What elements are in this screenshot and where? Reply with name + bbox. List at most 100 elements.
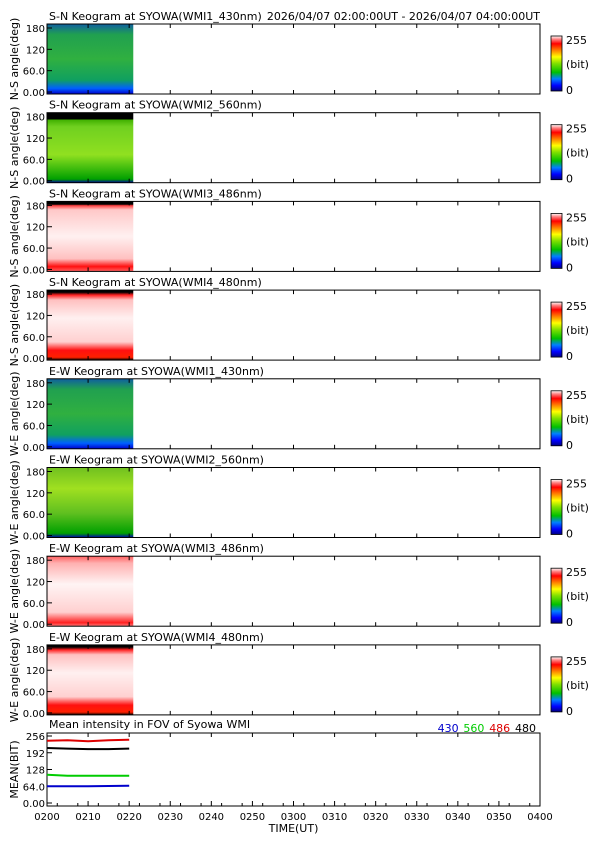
y-tick-label: 60.0 xyxy=(23,333,45,344)
keogram-image xyxy=(47,112,134,183)
series-line-486 xyxy=(46,738,130,743)
y-axis-label: MEAN(BIT) xyxy=(8,740,21,798)
colorbar-min: 0 xyxy=(566,616,573,629)
y-tick-label: 0.00 xyxy=(23,532,45,543)
y-tick-label: 0.00 xyxy=(23,177,45,188)
panel-title: S-N Keogram at SYOWA(WMI2_560nm) xyxy=(49,99,262,112)
colorbar-max: 255 xyxy=(566,34,587,47)
colorbar-min: 0 xyxy=(566,350,573,363)
colorbar-unit: (bit) xyxy=(566,147,589,160)
y-tick-label: 180 xyxy=(26,24,45,35)
colorbar xyxy=(550,124,563,181)
colorbar-max: 255 xyxy=(566,566,587,579)
y-tick-label: 120 xyxy=(26,134,45,145)
x-tick-label: 0220 xyxy=(116,812,141,823)
legend-entry: 560 xyxy=(463,722,484,735)
y-tick-label: 0.00 xyxy=(23,620,45,631)
series-line-560 xyxy=(46,773,130,777)
legend-entry: 430 xyxy=(438,722,459,735)
keogram-image xyxy=(47,201,134,272)
y-tick-label: 60.0 xyxy=(23,510,45,521)
keogram-panel: E-W Keogram at SYOWA(WMI1_430nm) 0.00 60.0… xyxy=(8,365,589,456)
colorbar-unit: (bit) xyxy=(566,413,589,426)
colorbar xyxy=(550,479,563,535)
keogram-panel: E-W Keogram at SYOWA(WMI4_480nm) 0.00 60.0… xyxy=(8,631,589,722)
colorbar-min: 0 xyxy=(566,705,573,718)
y-tick-label: 128 xyxy=(26,766,45,777)
keogram-image xyxy=(47,644,134,715)
colorbar xyxy=(550,567,563,624)
colorbar-max: 255 xyxy=(566,300,587,313)
colorbar-min: 0 xyxy=(566,528,573,541)
y-tick-label: 120 xyxy=(26,400,45,411)
y-tick-label: 180 xyxy=(26,290,45,301)
panel-title: S-N Keogram at SYOWA(WMI3_486nm) xyxy=(49,187,262,200)
y-axis-label: W-E angle(deg) xyxy=(8,549,21,634)
y-tick-label: 60.0 xyxy=(23,688,45,699)
y-tick-label: 60.0 xyxy=(23,244,45,255)
colorbar-max: 255 xyxy=(566,655,587,668)
y-tick-label: 192 xyxy=(26,749,45,760)
keogram-image xyxy=(47,378,134,449)
y-tick-label: 180 xyxy=(26,468,45,479)
colorbar-unit: (bit) xyxy=(566,502,589,515)
colorbar-max: 255 xyxy=(566,389,587,402)
x-tick-label: 0200 xyxy=(34,812,59,823)
y-tick-label: 0.00 xyxy=(23,88,45,99)
colorbar xyxy=(550,390,563,447)
y-axis-label: N-S angle(deg) xyxy=(8,106,21,189)
y-axis-label: N-S angle(deg) xyxy=(8,18,21,101)
y-axis-label: N-S angle(deg) xyxy=(8,284,21,367)
colorbar-min: 0 xyxy=(566,84,573,97)
colorbar-min: 0 xyxy=(566,173,573,186)
header-time-range: 2026/04/07 02:00:00UT - 2026/04/07 04:00… xyxy=(267,10,540,23)
keogram-panel: S-N Keogram at SYOWA(WMI3_486nm) 0.00 60.0… xyxy=(8,187,589,277)
panel-title: E-W Keogram at SYOWA(WMI1_430nm) xyxy=(49,365,264,378)
colorbar-max: 255 xyxy=(566,478,587,491)
y-tick-label: 180 xyxy=(26,379,45,390)
mean-intensity-plot: Mean intensity in FOV of Syowa WMI 480 486… xyxy=(8,718,541,810)
panel-title: S-N Keogram at SYOWA(WMI1_430nm) xyxy=(49,10,262,23)
y-tick-label: 120 xyxy=(26,666,45,677)
panel-title: E-W Keogram at SYOWA(WMI3_486nm) xyxy=(49,542,264,555)
colorbar xyxy=(550,35,563,92)
y-tick-label: 120 xyxy=(26,489,45,500)
keogram-image xyxy=(47,556,134,627)
x-tick-label: 0300 xyxy=(281,812,306,823)
mean-frame xyxy=(46,732,541,807)
colorbar-min: 0 xyxy=(566,261,573,274)
colorbar-max: 255 xyxy=(566,123,587,136)
colorbar xyxy=(550,212,563,269)
x-tick-label: 0210 xyxy=(75,812,100,823)
y-axis-label: W-E angle(deg) xyxy=(8,638,21,723)
keogram-panel: E-W Keogram at SYOWA(WMI2_560nm) 0.00 60.0… xyxy=(8,454,589,545)
x-tick-label: 0350 xyxy=(486,812,511,823)
series-line-430 xyxy=(47,784,130,788)
keogram-panel: S-N Keogram at SYOWA(WMI4_480nm) 0.00 60.0… xyxy=(8,276,589,366)
panel-title: S-N Keogram at SYOWA(WMI4_480nm) xyxy=(49,276,262,289)
y-tick-label: 256 xyxy=(26,732,45,743)
x-tick-label: 0230 xyxy=(158,812,183,823)
colorbar-unit: (bit) xyxy=(566,235,589,248)
y-tick-label: 60.0 xyxy=(23,599,45,610)
keogram-image xyxy=(47,290,134,361)
y-tick-label: 180 xyxy=(26,645,45,656)
y-tick-label: 120 xyxy=(26,578,45,589)
x-tick-label: 0400 xyxy=(527,812,552,823)
panel-title: E-W Keogram at SYOWA(WMI2_560nm) xyxy=(49,454,264,467)
colorbar-min: 0 xyxy=(566,439,573,452)
legend-entry: 486 xyxy=(489,722,510,735)
x-axis-label: TIME(UT) xyxy=(268,822,319,835)
keogram-panel: S-N Keogram at SYOWA(WMI2_560nm) 0.00 60.0… xyxy=(8,99,589,189)
colorbar xyxy=(550,301,563,358)
keogram-panel: S-N Keogram at SYOWA(WMI1_430nm) 0.00 60.0… xyxy=(8,10,589,100)
y-axis-label: W-E angle(deg) xyxy=(8,460,21,545)
keogram-image xyxy=(47,24,134,94)
colorbar xyxy=(550,656,563,713)
y-tick-label: 180 xyxy=(26,201,45,212)
x-tick-label: 0250 xyxy=(240,812,265,823)
legend-entry: 480 xyxy=(515,722,536,735)
keogram-image xyxy=(47,467,134,538)
x-tick-label: 0320 xyxy=(363,812,388,823)
